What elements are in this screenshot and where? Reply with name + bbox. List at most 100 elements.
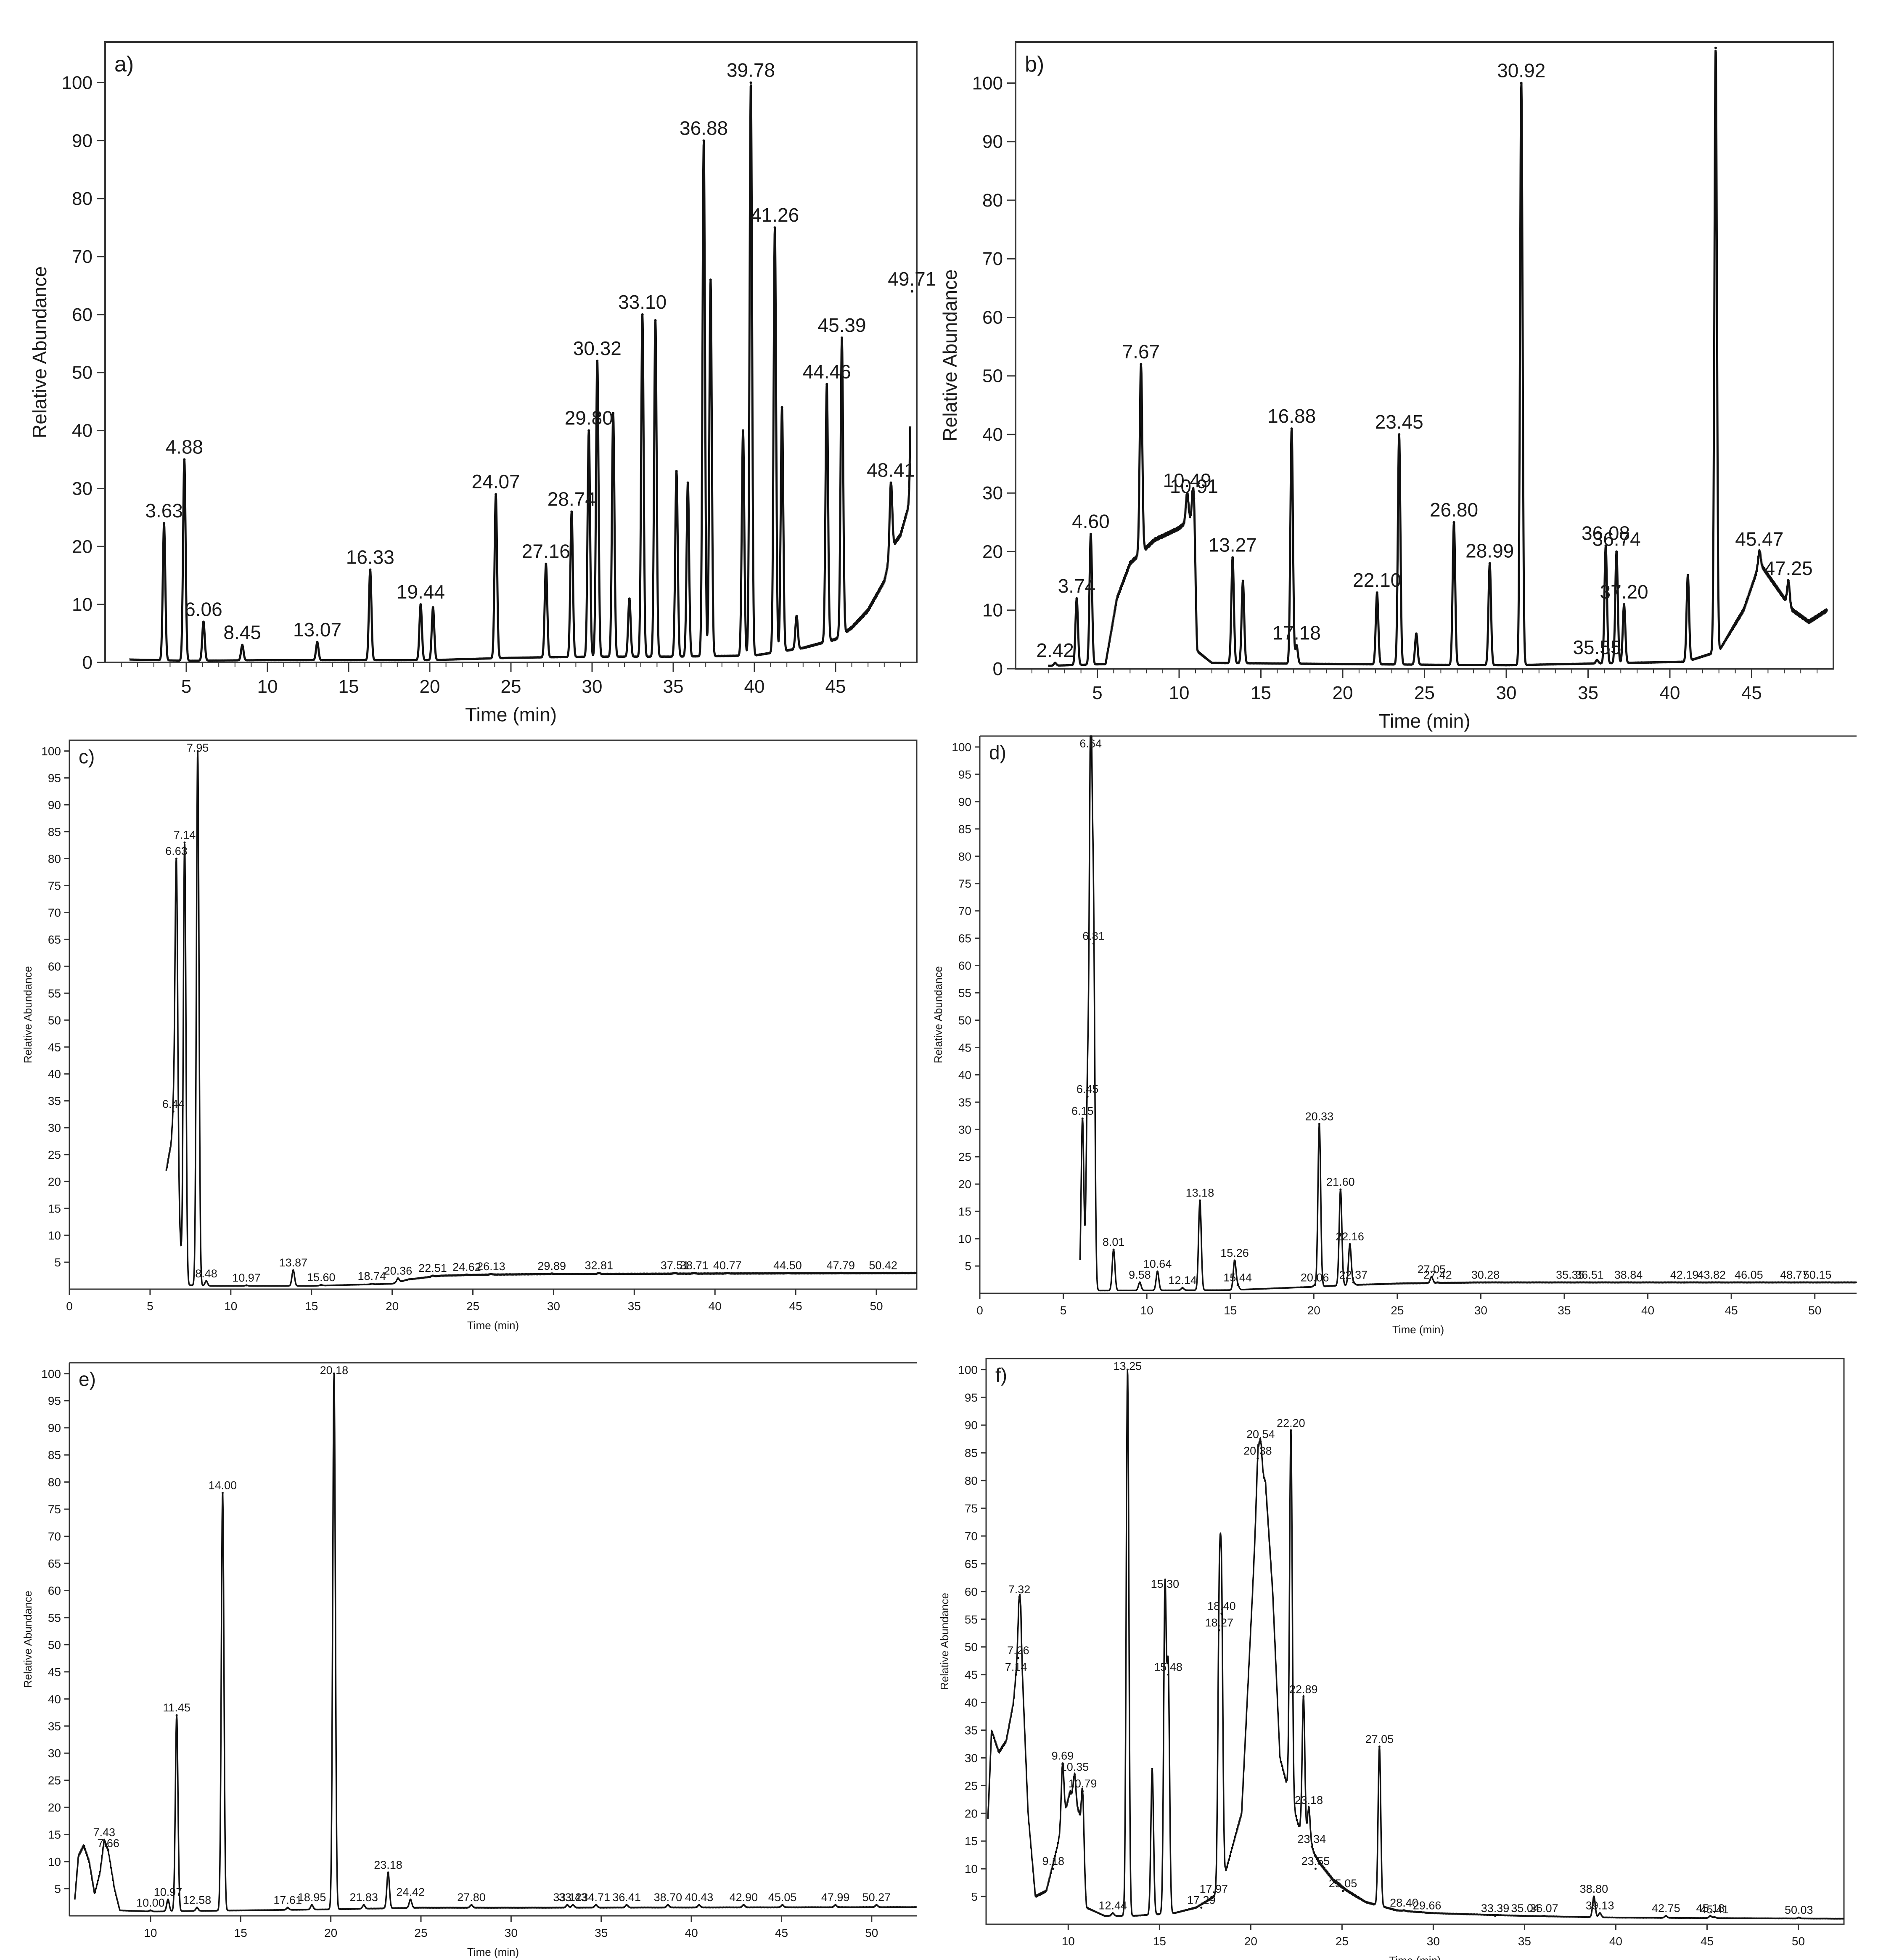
peak-point (598, 1272, 600, 1274)
peak-label: 23.18 (1295, 1794, 1323, 1806)
peak-point (1488, 562, 1491, 565)
peak-label: 37.51 (661, 1259, 689, 1272)
peak-point (1212, 1895, 1215, 1898)
x-tick-label: 20 (1333, 683, 1353, 703)
x-tick-label: 25 (501, 676, 521, 697)
peak-point (1302, 1695, 1305, 1698)
y-tick-label: 70 (48, 906, 61, 919)
peak-label: 6.63 (165, 845, 188, 857)
peak-point (1140, 363, 1143, 366)
peak-label: 9.69 (1052, 1750, 1074, 1762)
peak-point (834, 1904, 837, 1906)
peak-point (1339, 1188, 1342, 1191)
y-tick-label: 75 (48, 1503, 61, 1516)
peak-label: 21.83 (349, 1891, 378, 1904)
peak-point (1378, 1745, 1381, 1748)
peak-point (1569, 1281, 1571, 1284)
peak-label: 19.44 (397, 581, 445, 603)
peak-label: 36.08 (1582, 522, 1630, 544)
y-tick-label: 70 (965, 1530, 978, 1543)
peak-label: 47.25 (1764, 557, 1812, 579)
x-tick-label: 40 (1641, 1304, 1654, 1317)
y-tick-label: 80 (48, 852, 61, 865)
peak-point (205, 1280, 207, 1282)
chromatogram-trace (129, 84, 912, 662)
y-tick-label: 45 (958, 1041, 971, 1054)
peak-point (1375, 591, 1378, 594)
y-tick-label: 80 (982, 190, 1003, 211)
x-tick-label: 25 (414, 1926, 427, 1939)
peak-point (1186, 492, 1189, 495)
y-tick-label: 10 (982, 600, 1003, 621)
y-tick-label: 60 (982, 307, 1003, 328)
x-tick-label: 40 (1660, 683, 1680, 703)
peak-point (1295, 644, 1298, 647)
y-tick-label: 40 (48, 1067, 61, 1081)
peak-label: 10.35 (1061, 1761, 1089, 1773)
chromatogram-trace (1047, 49, 1828, 667)
peak-label: 50.15 (1803, 1269, 1832, 1281)
x-tick-label: 30 (1427, 1935, 1440, 1948)
peak-point (595, 1904, 597, 1906)
peak-point (320, 1284, 323, 1286)
y-tick-label: 85 (48, 1449, 61, 1462)
peak-point (889, 481, 892, 484)
x-tick-label: 50 (870, 1300, 883, 1313)
peak-label: 39.13 (1586, 1899, 1614, 1912)
peak-point (726, 1272, 729, 1274)
peak-label: 25.05 (1329, 1877, 1357, 1890)
peak-label: 13.18 (1186, 1187, 1214, 1199)
peak-point (1236, 1284, 1239, 1287)
peak-label: 15.30 (1151, 1578, 1180, 1590)
x-tick-label: 30 (582, 676, 603, 697)
peak-point (1074, 1773, 1076, 1776)
peak-label: 12.58 (183, 1894, 212, 1907)
y-tick-label: 85 (965, 1446, 978, 1459)
x-tick-label: 45 (1741, 683, 1762, 703)
peak-label: 11.45 (163, 1701, 190, 1714)
y-tick-label: 50 (965, 1641, 978, 1654)
peak-point (1259, 1441, 1262, 1443)
peak-point (1494, 1915, 1497, 1917)
peak-label: 29.89 (537, 1260, 566, 1272)
peak-label: 10.97 (154, 1886, 183, 1898)
y-axis-title: Relative Abundance (939, 269, 961, 441)
peak-point (702, 139, 705, 142)
peak-point (1218, 1629, 1220, 1632)
y-tick-label: 55 (958, 987, 971, 1000)
chromatogram-trace (987, 1370, 1845, 1920)
peak-point (1200, 1906, 1203, 1909)
peak-label: 42.19 (1670, 1269, 1699, 1281)
y-tick-label: 75 (965, 1502, 978, 1515)
peak-label: 6.06 (185, 599, 222, 620)
peak-label: 34.71 (582, 1891, 611, 1904)
x-tick-label: 30 (547, 1300, 560, 1313)
y-tick-label: 30 (72, 478, 93, 499)
x-tick-label: 20 (324, 1926, 337, 1939)
y-tick-label: 25 (958, 1150, 971, 1163)
x-axis-title: Time (min) (1392, 1323, 1444, 1336)
x-tick-label: 45 (825, 676, 846, 697)
y-tick-label: 90 (72, 130, 93, 151)
peak-point (686, 481, 689, 484)
panel-label: c) (79, 746, 95, 768)
peak-point (1015, 1674, 1017, 1676)
y-tick-label: 25 (48, 1148, 61, 1161)
peak-label: 18.27 (1205, 1616, 1233, 1629)
peak-label: 26.13 (477, 1260, 505, 1273)
y-tick-label: 60 (72, 305, 93, 325)
peak-label: 8.45 (223, 622, 261, 644)
peak-point (709, 278, 712, 281)
x-tick-label: 45 (1701, 1935, 1714, 1948)
peak-point (1089, 532, 1092, 535)
peak-point (825, 383, 828, 386)
peak-label: 10.97 (232, 1271, 261, 1284)
y-tick-label: 95 (958, 768, 971, 781)
y-tick-label: 40 (982, 424, 1003, 445)
peak-point (1111, 1912, 1114, 1915)
peak-point (1627, 1281, 1630, 1284)
peak-point (149, 1909, 152, 1912)
peak-label: 36.88 (680, 117, 728, 139)
peak-label: 15.60 (307, 1271, 336, 1284)
y-tick-label: 95 (48, 772, 61, 785)
